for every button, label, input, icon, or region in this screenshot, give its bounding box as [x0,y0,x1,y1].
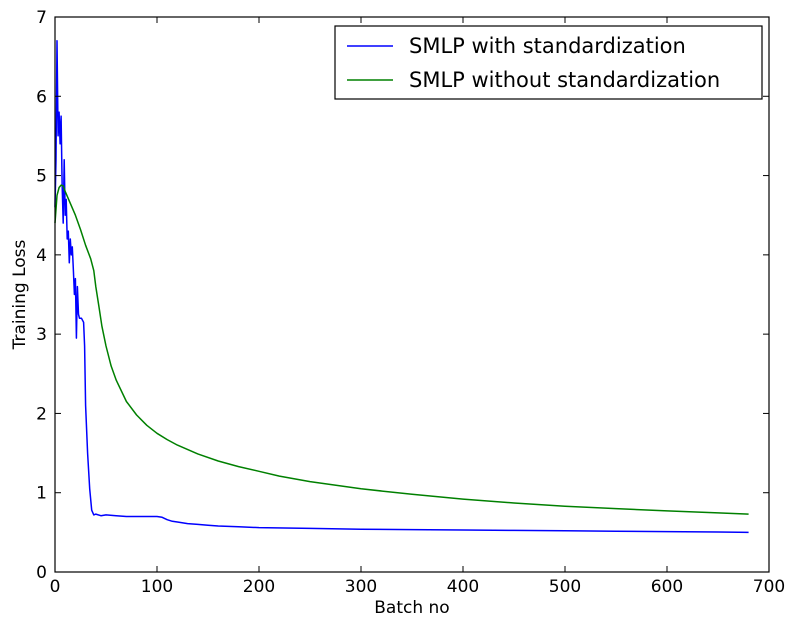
y-tick-label: 2 [36,404,47,424]
y-tick-label: 7 [36,8,47,28]
y-tick-label: 3 [36,325,47,345]
x-axis-label: Batch no [374,598,449,618]
y-axis-label: Training Loss [10,239,30,350]
x-tick-label: 200 [243,577,275,597]
axis-layer: 0 100 200 300 400 500 600 700 0 1 2 3 4 5 6 7 [36,8,785,597]
x-tick-label: 600 [651,577,683,597]
x-tick-label: 0 [50,577,61,597]
legend: SMLP with standardization SMLP without s… [334,25,763,100]
series-line-without-standardization [54,184,749,515]
x-tick-label: 500 [549,577,581,597]
x-tick-label: 700 [753,577,785,597]
x-tick-label: 300 [345,577,377,597]
series-line-with-standardization [54,40,749,534]
y-tick-label: 1 [36,484,47,504]
x-tick-label: 400 [447,577,479,597]
legend-label-with-standardization: SMLP with standardization [409,34,686,58]
legend-label-without-standardization: SMLP without standardization [409,68,720,92]
y-tick-label: 0 [36,563,47,583]
x-tick-label: 100 [141,577,173,597]
plot-frame [54,16,770,573]
series-layer [54,40,749,534]
y-tick-label: 5 [36,167,47,187]
y-tick-label: 4 [36,246,47,266]
y-tick-label: 6 [36,87,47,107]
legend-box [334,25,763,100]
